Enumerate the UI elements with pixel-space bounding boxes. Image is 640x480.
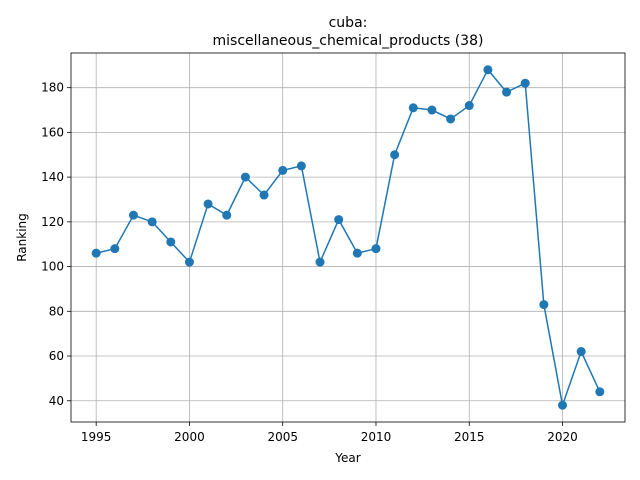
data-point <box>427 105 437 115</box>
y-axis-ticks: 40 60 80 100 120 140 160 180 <box>41 81 71 408</box>
data-point <box>166 237 176 247</box>
data-point <box>390 150 400 160</box>
data-point <box>296 161 306 171</box>
data-point <box>446 114 456 124</box>
x-tick-label: 2005 <box>267 430 298 444</box>
y-tick-label: 60 <box>49 349 64 363</box>
plot-frame <box>70 52 626 423</box>
data-point <box>352 248 362 258</box>
x-tick-label: 2010 <box>361 430 392 444</box>
data-point <box>259 190 269 200</box>
data-point <box>502 87 512 97</box>
x-tick-label: 2020 <box>547 430 578 444</box>
y-tick-label: 100 <box>41 260 64 274</box>
x-tick-label: 2000 <box>174 430 205 444</box>
data-point <box>464 101 474 111</box>
data-point <box>315 257 325 267</box>
data-point <box>147 217 157 227</box>
series-line <box>96 68 601 409</box>
y-tick-label: 140 <box>41 170 64 184</box>
data-point <box>203 199 213 209</box>
data-point <box>408 103 418 113</box>
data-point <box>128 210 138 220</box>
data-point <box>595 387 605 397</box>
chart-title-line2: miscellaneous_chemical_products (38) <box>213 33 484 49</box>
y-tick-label: 120 <box>41 215 64 229</box>
y-tick-label: 40 <box>49 394 64 408</box>
data-point <box>558 400 568 410</box>
data-point <box>240 172 250 182</box>
data-point <box>91 248 101 258</box>
data-point <box>371 244 381 254</box>
x-tick-label: 2015 <box>454 430 485 444</box>
data-point <box>520 78 530 88</box>
data-point <box>539 300 549 310</box>
x-axis-label: Year <box>334 451 360 465</box>
y-tick-label: 160 <box>41 125 64 139</box>
x-tick-label: 1995 <box>81 430 112 444</box>
data-point <box>222 210 232 220</box>
data-point <box>278 165 288 175</box>
y-axis-label: Ranking <box>15 213 29 262</box>
y-tick-label: 80 <box>49 304 64 318</box>
data-point <box>184 257 194 267</box>
data-point <box>334 215 344 225</box>
y-tick-label: 180 <box>41 81 64 95</box>
data-point <box>483 65 493 75</box>
series-points <box>91 65 605 410</box>
data-point <box>110 244 120 254</box>
chart-title-line1: cuba: <box>329 15 368 31</box>
grid-lines <box>71 53 625 422</box>
x-axis-ticks: 1995 2000 2005 2010 2015 2020 <box>81 422 578 444</box>
data-point <box>576 347 586 357</box>
